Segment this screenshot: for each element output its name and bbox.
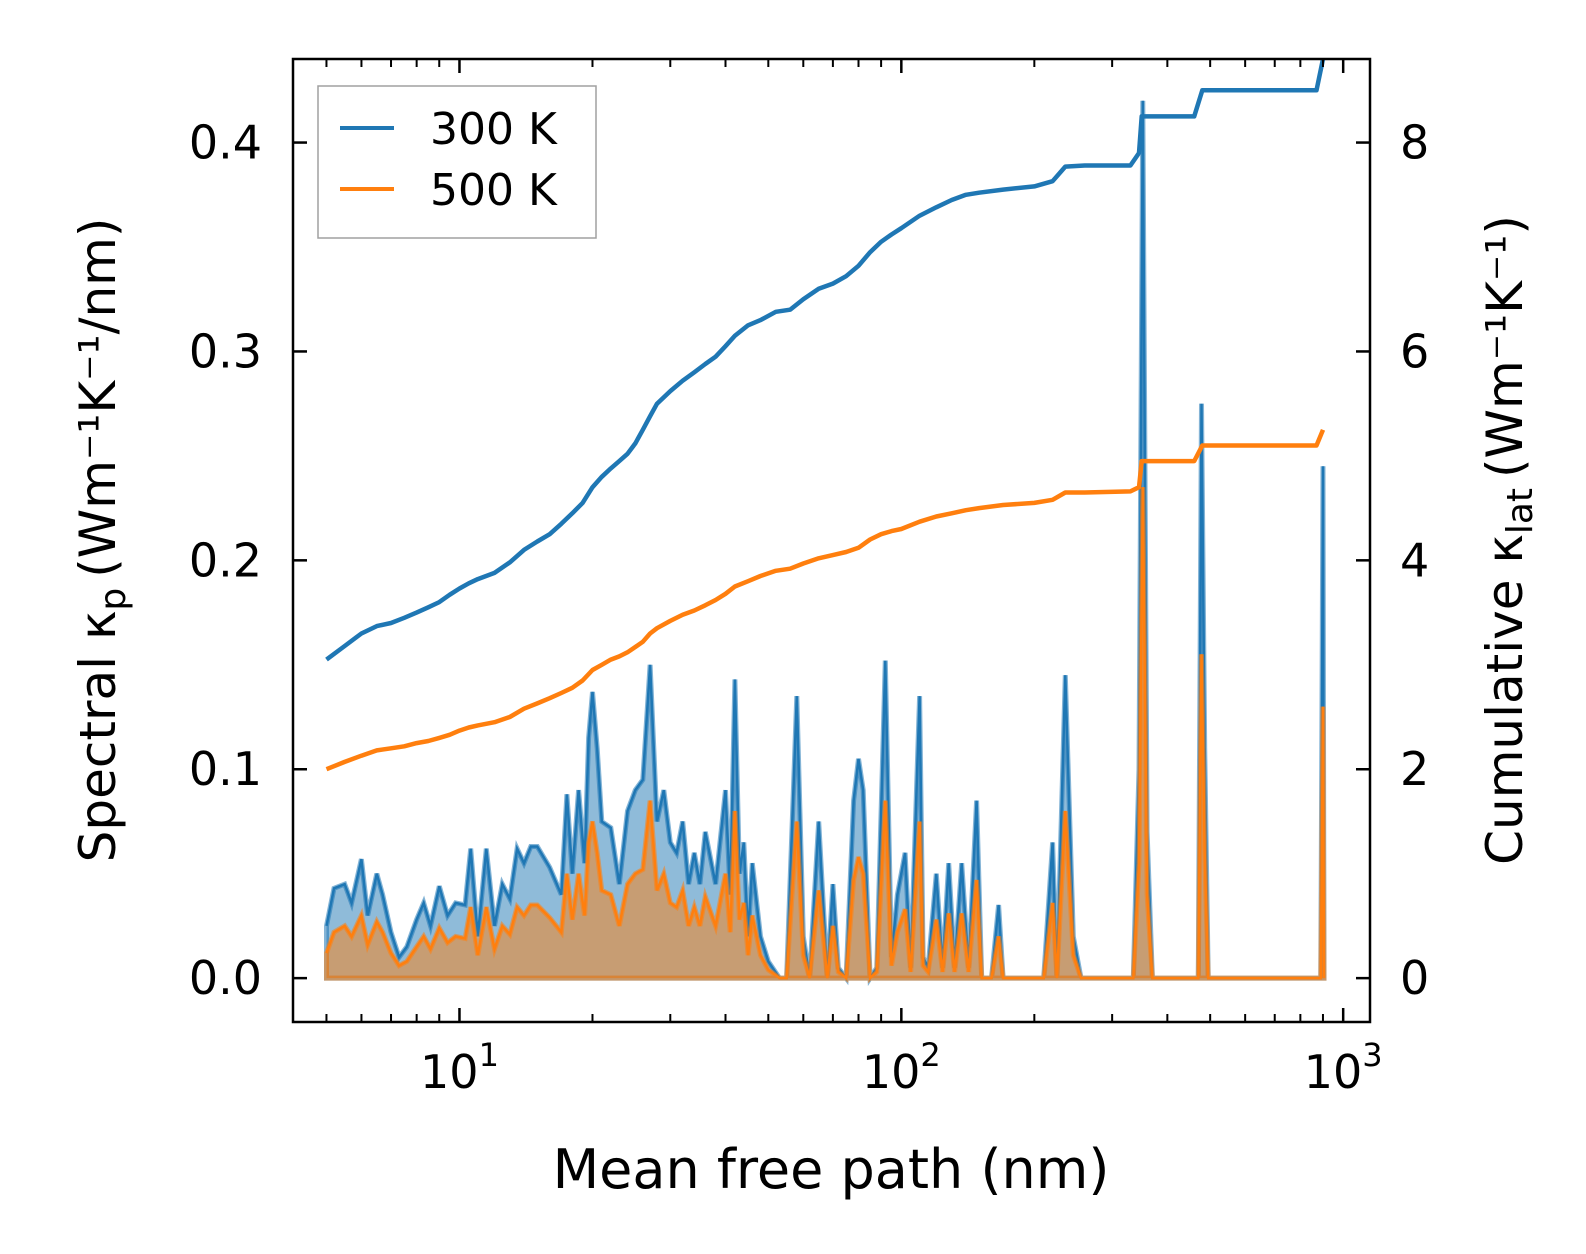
spectral-fills [324, 100, 1327, 987]
left-y-label-base: Spectral κ [69, 611, 127, 863]
right-y-tick-label: 4 [1400, 533, 1429, 587]
legend-frame [317, 85, 597, 239]
legend-label-500k: 500 K [430, 165, 558, 216]
x-tick-base: 10 [1304, 1045, 1363, 1099]
left-y-tick-label: 0.4 [189, 116, 262, 170]
cumulative-line-500k [325, 428, 1326, 772]
x-tick-label: 102 [862, 1036, 941, 1099]
left-y-tick-label: 0.3 [189, 324, 262, 378]
left-y-tick-label: 0.1 [189, 742, 262, 796]
left-y-label-unit: (Wm⁻¹K⁻¹/nm) [69, 218, 127, 578]
series-lines [325, 58, 1326, 772]
x-tick-exp: 3 [1362, 1036, 1382, 1074]
left-y-tick-label: 0.2 [189, 533, 262, 587]
left-y-label-sub: p [93, 588, 134, 611]
spectral-line-300k [325, 100, 1326, 983]
legend: 300 K 500 K [317, 85, 597, 239]
right-y-tick-label: 8 [1400, 116, 1429, 170]
x-tick-exp: 1 [479, 1036, 499, 1074]
x-tick-label: 101 [420, 1036, 499, 1099]
x-tick-base: 10 [420, 1045, 479, 1099]
right-y-tick-label: 2 [1400, 742, 1429, 796]
right-y-label-unit: (Wm⁻¹K⁻¹) [1476, 215, 1534, 478]
x-tick-exp: 2 [920, 1036, 940, 1074]
x-tick-base: 10 [862, 1045, 921, 1099]
legend-label-300k: 300 K [430, 104, 558, 155]
left-y-tick-label: 0.0 [189, 951, 262, 1005]
cumulative-line-300k [325, 58, 1326, 662]
right-y-label-sub: lat [1500, 488, 1541, 534]
x-tick-label: 103 [1304, 1036, 1383, 1099]
right-y-tick-label: 6 [1400, 324, 1429, 378]
right-y-axis-label: Cumulative κlat (Wm⁻¹K⁻¹) [1476, 215, 1541, 865]
x-axis-label: Mean free path (nm) [553, 1138, 1110, 1201]
right-y-tick-label: 0 [1400, 951, 1429, 1005]
plot-frame [291, 57, 1372, 1024]
right-y-label-base: Cumulative κ [1476, 534, 1534, 865]
spectral-line-500k [325, 487, 1326, 981]
left-y-axis-label: Spectral κp (Wm⁻¹K⁻¹/nm) [69, 218, 134, 863]
